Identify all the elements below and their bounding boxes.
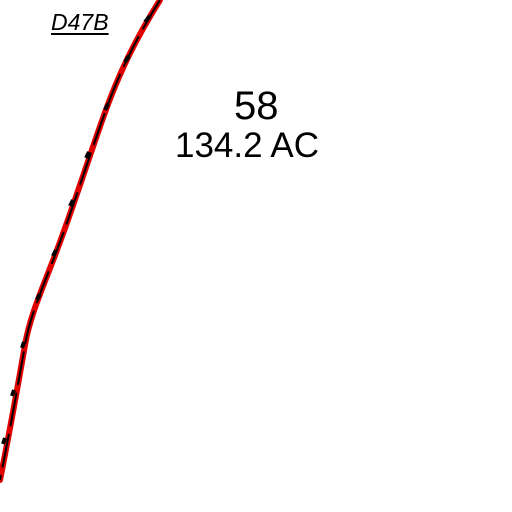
parcel-area-label: 134.2 AC: [175, 126, 319, 165]
parcel-number-label: 58: [234, 84, 279, 128]
tract-id-label: D47B: [51, 9, 109, 35]
parcel-boundary-line: [0, 0, 163, 483]
parcel-boundary-dashes: [0, 0, 161, 481]
boundary-ticks: [1, 14, 152, 445]
